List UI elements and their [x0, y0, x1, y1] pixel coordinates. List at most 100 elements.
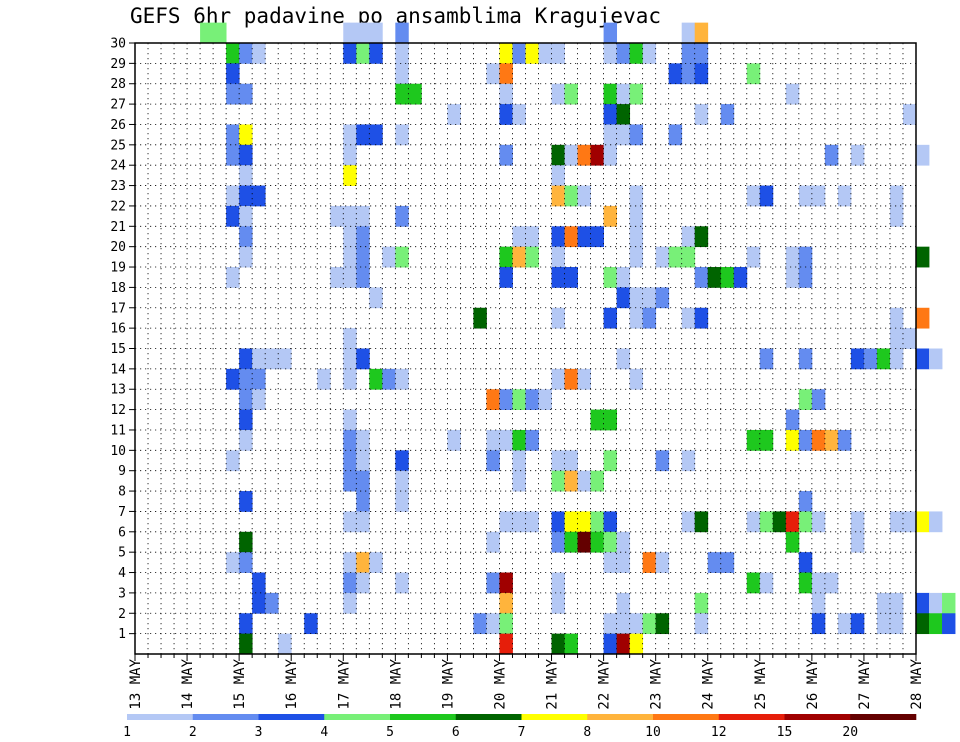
heatmap-cell	[902, 511, 917, 533]
heatmap-cell	[811, 389, 826, 410]
colorbar-label: 20	[842, 725, 858, 740]
heatmap-cell	[616, 104, 631, 125]
heatmap-cell	[642, 287, 657, 309]
heatmap-cell	[603, 22, 618, 44]
heatmap-cell	[694, 43, 709, 64]
heatmap-cell	[889, 205, 904, 227]
heatmap-cell	[239, 368, 253, 390]
heatmap-cell	[746, 429, 761, 451]
colorbar-label: 4	[320, 725, 328, 740]
heatmap-cell	[746, 572, 761, 594]
heatmap-cell	[525, 429, 539, 451]
heatmap-cell	[681, 63, 696, 85]
heatmap-cell	[343, 511, 357, 533]
heatmap-cell	[629, 43, 644, 64]
heatmap-cell	[226, 124, 240, 146]
colorbar-swatch	[653, 714, 720, 720]
axes: 1234567891011121314151617181920212223242…	[110, 37, 925, 710]
heatmap-cell	[616, 531, 631, 553]
heatmap-cell	[382, 246, 396, 268]
x-tick-label: 22 MAY	[597, 658, 613, 709]
heatmap-cell	[603, 144, 618, 166]
heatmap-cell	[785, 511, 800, 533]
heatmap-cell	[916, 592, 930, 614]
colorbar-label: 8	[583, 725, 591, 740]
y-tick-label: 24	[110, 159, 126, 174]
heatmap-cell	[811, 185, 826, 207]
heatmap-cell	[369, 43, 383, 64]
heatmap-cell	[343, 450, 357, 472]
x-tick-label: 23 MAY	[649, 658, 665, 709]
heatmap-cell	[798, 429, 813, 451]
heatmap-cell	[603, 613, 618, 635]
heatmap-cell	[239, 613, 253, 635]
heatmap-cell	[616, 43, 631, 64]
heatmap-cell	[616, 613, 631, 635]
heatmap-cell	[655, 552, 670, 573]
heatmap-cell	[551, 470, 565, 492]
heatmap-cell	[343, 429, 357, 451]
y-tick-label: 29	[110, 57, 126, 72]
heatmap-cell	[330, 205, 344, 227]
colorbar-swatch	[587, 714, 654, 720]
heatmap-cell	[265, 592, 279, 614]
heatmap-cell	[603, 409, 618, 431]
heatmap-cell	[629, 185, 644, 207]
heatmap-cell	[239, 552, 253, 573]
heatmap-cell	[694, 307, 709, 329]
y-tick-label: 14	[110, 362, 126, 377]
heatmap-cell	[929, 613, 943, 635]
heatmap-cell	[655, 246, 670, 268]
x-tick-label: 28 MAY	[909, 658, 925, 709]
heatmap-cell	[304, 613, 318, 635]
heatmap-cell	[486, 613, 500, 635]
heatmap-cell	[239, 165, 253, 186]
heatmap-cell	[499, 104, 513, 125]
heatmap-cell	[564, 633, 578, 655]
heatmap-cell	[356, 267, 370, 288]
heatmap-cell	[694, 267, 709, 288]
colorbar-label: 3	[255, 725, 263, 740]
heatmap-cell	[694, 226, 709, 248]
heatmap-cell	[889, 348, 904, 370]
heatmap-cell	[590, 226, 604, 248]
heatmap-cell	[486, 572, 500, 594]
heatmap-cell	[694, 104, 709, 125]
y-tick-label: 25	[110, 138, 126, 153]
heatmap-cell	[889, 613, 904, 635]
heatmap-cell	[512, 226, 526, 248]
heatmap-cell	[525, 511, 539, 533]
heatmap-cell	[759, 511, 774, 533]
heatmap-cell	[447, 429, 461, 451]
y-tick-label: 18	[110, 281, 126, 296]
heatmap-cell	[343, 348, 357, 370]
heatmap-cell	[564, 368, 578, 390]
heatmap-cell	[942, 613, 956, 635]
heatmap-cell	[577, 531, 591, 553]
colorbar-swatch	[390, 714, 457, 720]
heatmap-cell	[330, 267, 344, 288]
colorbar-label: 5	[386, 725, 394, 740]
heatmap-cell	[590, 470, 604, 492]
heatmap-cell	[798, 246, 813, 268]
heatmap-cell	[889, 592, 904, 614]
colorbar: 1 2 3 4 5 6 7 8 10 12 15 20	[123, 714, 917, 740]
heatmap-cell	[720, 267, 735, 288]
grid-lines	[135, 43, 916, 654]
heatmap-cell	[642, 307, 657, 329]
heatmap-cell	[252, 43, 266, 64]
heatmap-cell	[369, 552, 383, 573]
heatmap-cell	[837, 613, 852, 635]
heatmap-cell	[239, 185, 253, 207]
y-tick-label: 16	[110, 322, 126, 337]
heatmap-cell	[668, 246, 683, 268]
heatmap-cell	[499, 83, 513, 105]
heatmap-cell	[538, 389, 552, 410]
heatmap-cell	[356, 226, 370, 248]
heatmap-cell	[239, 389, 253, 410]
y-tick-label: 21	[110, 220, 126, 235]
heatmap-cell	[616, 348, 631, 370]
heatmap-cell	[798, 572, 813, 594]
heatmap-cell	[395, 43, 409, 64]
heatmap-cell	[551, 165, 565, 186]
